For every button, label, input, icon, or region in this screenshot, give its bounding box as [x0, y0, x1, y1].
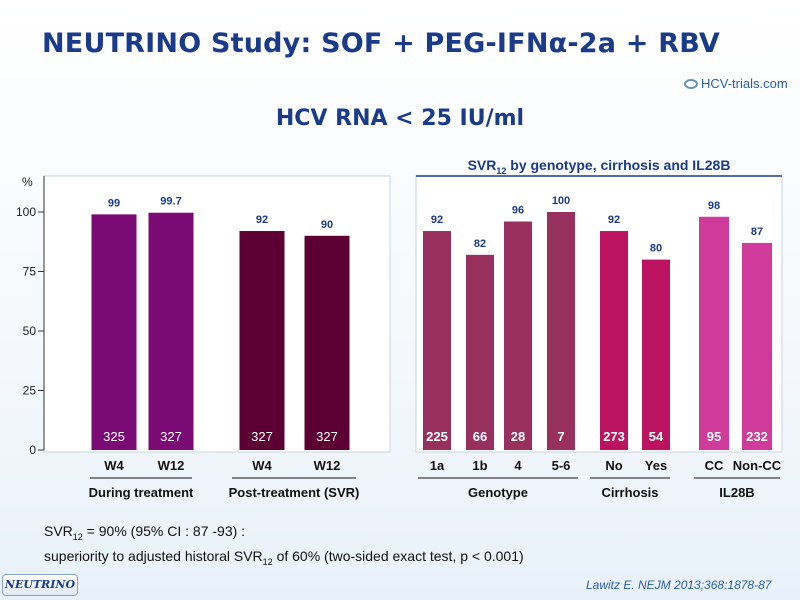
y-tick-label: 0 — [29, 443, 36, 457]
chart-subtitle: HCV RNA < 25 IU/ml — [275, 106, 525, 131]
bar — [466, 254, 494, 450]
group-label: IL28B — [719, 485, 754, 500]
y-axis-label: % — [22, 175, 33, 189]
bar-n-label: 327 — [316, 429, 338, 444]
x-category-label: No — [605, 458, 622, 473]
y-tick-label: 75 — [23, 265, 37, 279]
bar-value-label: 92 — [608, 214, 620, 226]
bar-value-label: 99 — [108, 197, 120, 209]
x-category-label: 1b — [472, 458, 487, 473]
bar — [699, 216, 729, 450]
bar-n-label: 54 — [649, 429, 664, 444]
bar-n-label: 327 — [251, 429, 273, 444]
footnote-line-2: superiority to adjusted historal SVR12 o… — [44, 547, 524, 567]
x-category-label: 4 — [514, 458, 522, 473]
x-category-label: Non-CC — [733, 458, 782, 473]
bar-value-label: 100 — [552, 195, 570, 207]
chart: % 0 25 50 75 100 SVR12 by genotype, cirrhosis … — [16, 157, 783, 500]
bar-n-label: 66 — [473, 429, 487, 444]
x-category-label: Yes — [645, 458, 667, 473]
logo-ring-icon — [684, 79, 698, 89]
bar-n-label: 95 — [707, 429, 721, 444]
citation: Lawitz E. NEJM 2013;368:1878-87 — [586, 578, 772, 592]
slide-title: NEUTRINO Study: SOF + PEG-IFNα-2a + RBV — [42, 28, 720, 59]
bar-value-label: 80 — [650, 243, 662, 255]
bar-n-label: 225 — [426, 429, 448, 444]
bar-value-label: 98 — [708, 200, 720, 212]
study-badge: NEUTRINO — [2, 574, 78, 596]
bar-value-label: 87 — [751, 226, 763, 238]
bar — [742, 242, 772, 450]
footnote: SVR12 = 90% (95% CI : 87 -93) : superior… — [44, 522, 524, 572]
y-tick-label: 50 — [23, 324, 37, 338]
x-category-label: W12 — [158, 458, 185, 473]
bar-n-label: 325 — [103, 429, 125, 444]
x-category-label: W12 — [314, 458, 341, 473]
x-category-label: 5-6 — [552, 458, 571, 473]
site-logo: HCV-trials.com — [684, 76, 788, 91]
bar-value-label: 92 — [256, 214, 268, 226]
bar-value-label: 92 — [431, 214, 443, 226]
group-label: Cirrhosis — [601, 485, 658, 500]
bar — [504, 221, 532, 450]
bar — [423, 231, 451, 450]
n-prefix-label: N = — [56, 429, 77, 444]
bar-n-label: 28 — [511, 429, 525, 444]
bar — [148, 212, 194, 450]
y-tick-label: 100 — [16, 205, 36, 219]
y-tick-label: 25 — [23, 384, 37, 398]
bar — [600, 231, 628, 450]
logo-text: HCV-trials.com — [701, 76, 788, 91]
bar-value-label: 82 — [474, 238, 486, 250]
bar — [642, 259, 670, 450]
bar-value-label: 90 — [321, 219, 333, 231]
bar-value-label: 96 — [512, 205, 524, 217]
right-panel-title: SVR12 by genotype, cirrhosis and IL28B — [468, 157, 731, 176]
group-label: Genotype — [468, 485, 528, 500]
footnote-line-1: SVR12 = 90% (95% CI : 87 -93) : — [44, 523, 246, 542]
bar — [304, 235, 350, 450]
bar-n-label: 327 — [160, 429, 182, 444]
x-category-label: W4 — [104, 458, 124, 473]
bar — [239, 231, 285, 450]
x-category-label: 1a — [430, 458, 445, 473]
group-label: During treatment — [89, 485, 194, 500]
bar-n-label: 232 — [746, 429, 768, 444]
bar-n-label: 7 — [557, 429, 564, 444]
x-category-label: CC — [705, 458, 724, 473]
bar — [91, 214, 137, 450]
bar — [547, 212, 575, 450]
bar-value-label: 99.7 — [160, 196, 181, 208]
bar-n-label: 273 — [603, 429, 625, 444]
group-label: Post-treatment (SVR) — [229, 485, 360, 500]
x-category-label: W4 — [252, 458, 272, 473]
